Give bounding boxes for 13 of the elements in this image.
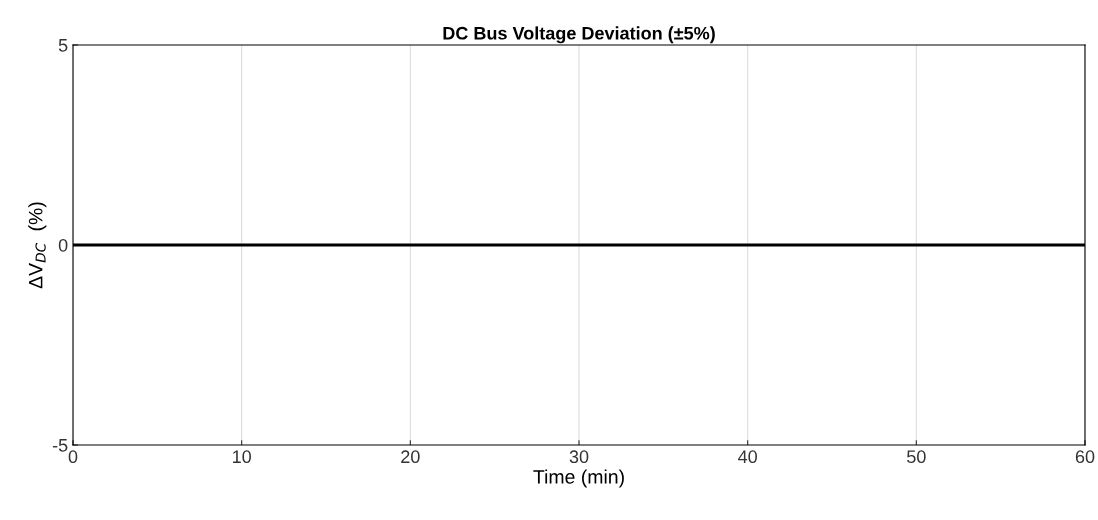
y-tick-label: 5 [58, 39, 68, 52]
x-tick-label: 0 [68, 450, 78, 464]
y-axis-title: ΔV$_{DC}$ (%) [28, 202, 47, 289]
x-tick-label: 60 [1075, 450, 1095, 464]
y-tick-label: -5 [52, 439, 68, 452]
x-tick-label: 40 [738, 450, 757, 464]
x-axis-title: Time (min) [533, 469, 624, 488]
x-tick-label: 30 [569, 450, 589, 464]
chart-title: DC Bus Voltage Deviation (±5%) [443, 26, 715, 44]
x-tick-label: 50 [907, 450, 926, 464]
x-tick-label: 10 [233, 450, 251, 464]
x-tick-label: 20 [401, 450, 420, 464]
y-tick-label: 0 [58, 238, 68, 252]
